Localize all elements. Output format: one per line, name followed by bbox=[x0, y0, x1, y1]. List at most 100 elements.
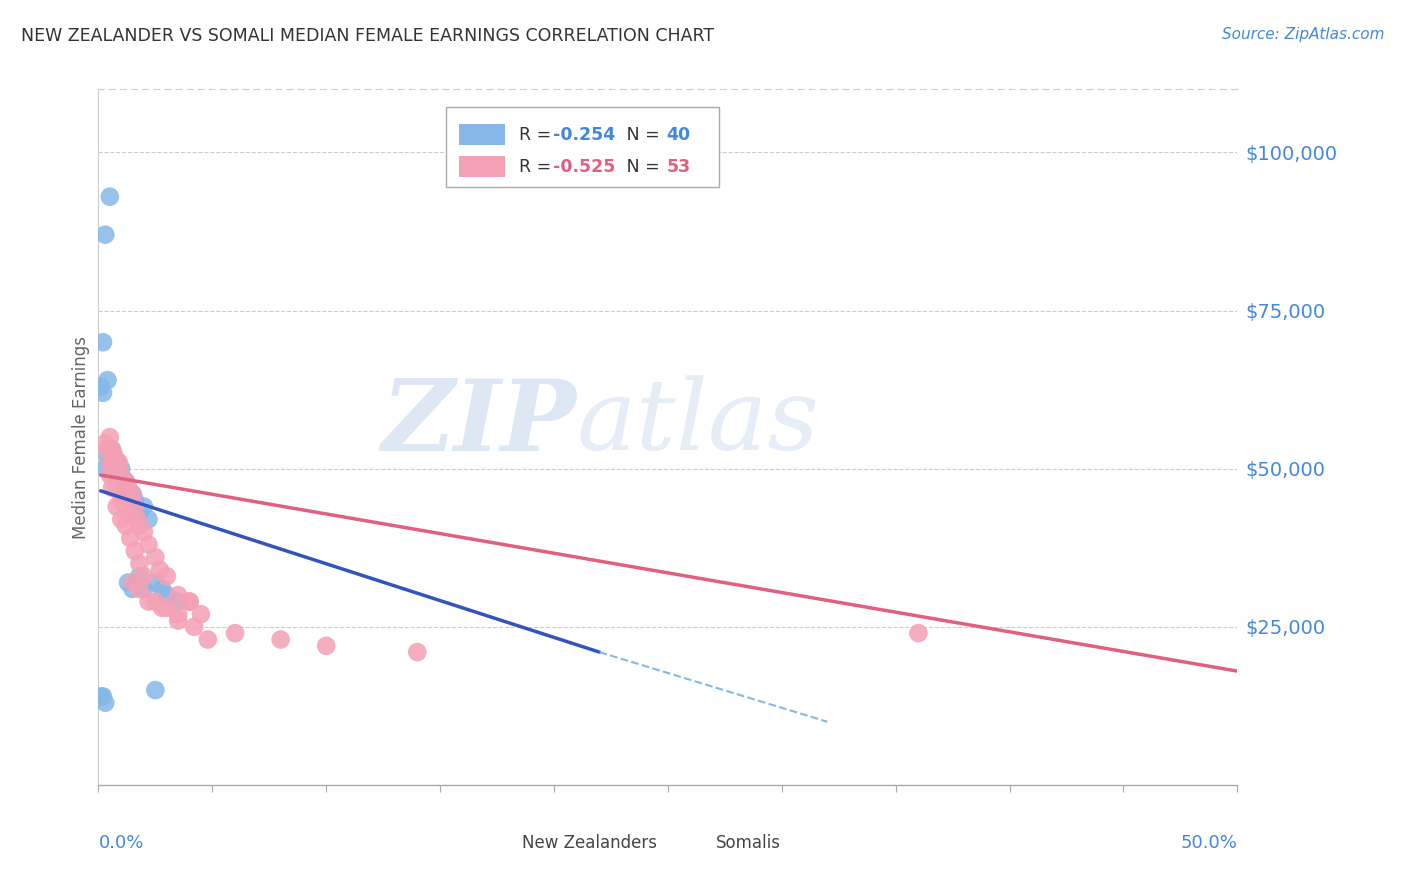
Point bbox=[121, 487, 143, 501]
Text: 50.0%: 50.0% bbox=[1181, 834, 1237, 853]
Point bbox=[124, 500, 146, 514]
Point bbox=[114, 475, 136, 489]
Point bbox=[101, 481, 124, 495]
Point bbox=[105, 500, 128, 514]
Point bbox=[110, 468, 132, 483]
Point bbox=[156, 600, 179, 615]
Point bbox=[105, 455, 128, 469]
Point bbox=[101, 449, 124, 463]
Point bbox=[907, 626, 929, 640]
Point bbox=[105, 455, 128, 469]
Point bbox=[145, 575, 167, 590]
Point bbox=[121, 500, 143, 514]
Text: atlas: atlas bbox=[576, 376, 820, 471]
Point bbox=[94, 461, 117, 475]
Point bbox=[270, 632, 292, 647]
Point bbox=[110, 493, 132, 508]
Point bbox=[124, 493, 146, 508]
Text: N =: N = bbox=[610, 158, 665, 176]
Point bbox=[128, 518, 150, 533]
Point bbox=[145, 594, 167, 608]
Point bbox=[167, 614, 190, 628]
Point bbox=[156, 588, 179, 602]
Point bbox=[105, 461, 128, 475]
Point bbox=[91, 335, 114, 350]
Point bbox=[98, 190, 121, 204]
Text: R =: R = bbox=[519, 126, 557, 144]
Point bbox=[124, 544, 146, 558]
Point bbox=[406, 645, 429, 659]
Text: R =: R = bbox=[519, 158, 557, 176]
Text: 0.0%: 0.0% bbox=[98, 834, 143, 853]
Point bbox=[145, 683, 167, 698]
Point bbox=[150, 582, 173, 596]
Text: 53: 53 bbox=[666, 158, 690, 176]
Point bbox=[114, 481, 136, 495]
Text: Somalis: Somalis bbox=[716, 834, 780, 853]
Point bbox=[132, 500, 155, 514]
FancyBboxPatch shape bbox=[460, 156, 505, 177]
Point bbox=[197, 632, 219, 647]
Point bbox=[103, 461, 125, 475]
Point bbox=[103, 449, 125, 463]
Point bbox=[91, 690, 114, 704]
Point bbox=[90, 690, 112, 704]
Point bbox=[138, 512, 160, 526]
Point bbox=[103, 468, 125, 483]
FancyBboxPatch shape bbox=[673, 834, 707, 853]
Point bbox=[108, 468, 131, 483]
Point bbox=[117, 481, 139, 495]
Text: NEW ZEALANDER VS SOMALI MEDIAN FEMALE EARNINGS CORRELATION CHART: NEW ZEALANDER VS SOMALI MEDIAN FEMALE EA… bbox=[21, 27, 714, 45]
Point bbox=[96, 373, 118, 387]
Point bbox=[98, 455, 121, 469]
Point bbox=[91, 385, 114, 400]
Point bbox=[98, 455, 121, 469]
Text: ZIP: ZIP bbox=[382, 375, 576, 471]
Point bbox=[167, 607, 190, 622]
FancyBboxPatch shape bbox=[446, 106, 718, 186]
Point bbox=[90, 379, 112, 393]
Text: New Zealanders: New Zealanders bbox=[522, 834, 657, 853]
Y-axis label: Median Female Earnings: Median Female Earnings bbox=[72, 335, 90, 539]
Point bbox=[128, 506, 150, 520]
Point bbox=[108, 455, 131, 469]
Point bbox=[132, 582, 155, 596]
Point bbox=[128, 582, 150, 596]
Point bbox=[96, 449, 118, 463]
Point bbox=[98, 430, 121, 444]
FancyBboxPatch shape bbox=[479, 834, 515, 853]
Point bbox=[128, 569, 150, 583]
Point bbox=[110, 512, 132, 526]
Point bbox=[112, 475, 135, 489]
Point bbox=[110, 461, 132, 475]
Point bbox=[127, 512, 149, 526]
Point bbox=[190, 607, 212, 622]
Point bbox=[94, 436, 117, 450]
FancyBboxPatch shape bbox=[460, 124, 505, 145]
Point bbox=[138, 538, 160, 552]
Point bbox=[179, 594, 201, 608]
Point bbox=[138, 594, 160, 608]
Point bbox=[145, 550, 167, 565]
Point bbox=[114, 518, 136, 533]
Point bbox=[132, 524, 155, 539]
Point bbox=[114, 475, 136, 489]
Point bbox=[96, 442, 118, 457]
Point bbox=[94, 696, 117, 710]
Point bbox=[101, 442, 124, 457]
Point bbox=[132, 569, 155, 583]
Point bbox=[121, 575, 143, 590]
Point bbox=[315, 639, 337, 653]
Point bbox=[94, 227, 117, 242]
Point bbox=[179, 594, 201, 608]
Point bbox=[101, 442, 124, 457]
Point bbox=[121, 582, 143, 596]
Point bbox=[224, 626, 246, 640]
Point bbox=[150, 600, 173, 615]
Point bbox=[114, 506, 136, 520]
Point bbox=[149, 563, 172, 577]
Text: -0.525: -0.525 bbox=[553, 158, 616, 176]
Point bbox=[98, 468, 121, 483]
Text: 40: 40 bbox=[666, 126, 690, 144]
Text: -0.254: -0.254 bbox=[553, 126, 614, 144]
